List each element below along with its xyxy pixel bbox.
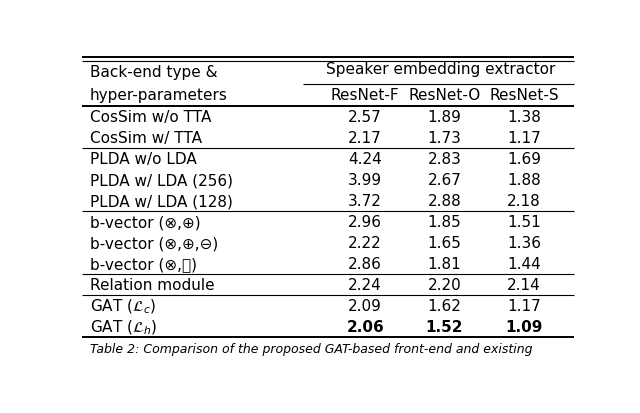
Text: 1.81: 1.81 bbox=[428, 256, 461, 271]
Text: 2.06: 2.06 bbox=[346, 319, 384, 335]
Text: 1.51: 1.51 bbox=[507, 215, 541, 230]
Text: CosSim w/ TTA: CosSim w/ TTA bbox=[90, 131, 202, 146]
Text: b-vector (⊗,⨣): b-vector (⊗,⨣) bbox=[90, 256, 197, 271]
Text: 1.36: 1.36 bbox=[507, 235, 541, 251]
Text: 1.62: 1.62 bbox=[428, 299, 461, 313]
Text: 2.14: 2.14 bbox=[507, 278, 541, 292]
Text: ResNet-F: ResNet-F bbox=[331, 88, 399, 103]
Text: 2.24: 2.24 bbox=[348, 278, 382, 292]
Text: 1.17: 1.17 bbox=[507, 299, 541, 313]
Text: ResNet-S: ResNet-S bbox=[489, 88, 559, 103]
Text: 1.73: 1.73 bbox=[428, 131, 461, 146]
Text: CosSim w/o TTA: CosSim w/o TTA bbox=[90, 110, 211, 125]
Text: 1.44: 1.44 bbox=[507, 256, 541, 271]
Text: 1.69: 1.69 bbox=[507, 152, 541, 167]
Text: 1.89: 1.89 bbox=[428, 110, 461, 125]
Text: ResNet-O: ResNet-O bbox=[408, 88, 481, 103]
Text: 1.09: 1.09 bbox=[505, 319, 543, 335]
Text: Table 2: Comparison of the proposed GAT-based front-end and existing: Table 2: Comparison of the proposed GAT-… bbox=[90, 342, 532, 355]
Text: 2.22: 2.22 bbox=[348, 235, 382, 251]
Text: 2.86: 2.86 bbox=[348, 256, 382, 271]
Text: 1.52: 1.52 bbox=[426, 319, 463, 335]
Text: b-vector (⊗,⊕,⊖): b-vector (⊗,⊕,⊖) bbox=[90, 235, 218, 251]
Text: 2.20: 2.20 bbox=[428, 278, 461, 292]
Text: GAT ($\mathcal{L}_c$): GAT ($\mathcal{L}_c$) bbox=[90, 297, 156, 315]
Text: 2.83: 2.83 bbox=[428, 152, 461, 167]
Text: 1.17: 1.17 bbox=[507, 131, 541, 146]
Text: 1.88: 1.88 bbox=[507, 173, 541, 188]
Text: PLDA w/ LDA (128): PLDA w/ LDA (128) bbox=[90, 194, 233, 209]
Text: 3.72: 3.72 bbox=[348, 194, 382, 209]
Text: 2.09: 2.09 bbox=[348, 299, 382, 313]
Text: PLDA w/ LDA (256): PLDA w/ LDA (256) bbox=[90, 173, 233, 188]
Text: 1.38: 1.38 bbox=[507, 110, 541, 125]
Text: hyper-parameters: hyper-parameters bbox=[90, 88, 228, 103]
Text: 2.96: 2.96 bbox=[348, 215, 382, 230]
Text: 2.88: 2.88 bbox=[428, 194, 461, 209]
Text: 2.18: 2.18 bbox=[507, 194, 541, 209]
Text: Back-end type &: Back-end type & bbox=[90, 65, 218, 80]
Text: GAT ($\mathcal{L}_h$): GAT ($\mathcal{L}_h$) bbox=[90, 318, 157, 336]
Text: 2.57: 2.57 bbox=[348, 110, 382, 125]
Text: PLDA w/o LDA: PLDA w/o LDA bbox=[90, 152, 196, 167]
Text: b-vector (⊗,⊕): b-vector (⊗,⊕) bbox=[90, 215, 200, 230]
Text: 4.24: 4.24 bbox=[348, 152, 382, 167]
Text: 2.67: 2.67 bbox=[428, 173, 461, 188]
Text: 1.65: 1.65 bbox=[428, 235, 461, 251]
Text: Speaker embedding extractor: Speaker embedding extractor bbox=[326, 62, 556, 77]
Text: Relation module: Relation module bbox=[90, 278, 214, 292]
Text: 2.17: 2.17 bbox=[348, 131, 382, 146]
Text: 3.99: 3.99 bbox=[348, 173, 382, 188]
Text: 1.85: 1.85 bbox=[428, 215, 461, 230]
